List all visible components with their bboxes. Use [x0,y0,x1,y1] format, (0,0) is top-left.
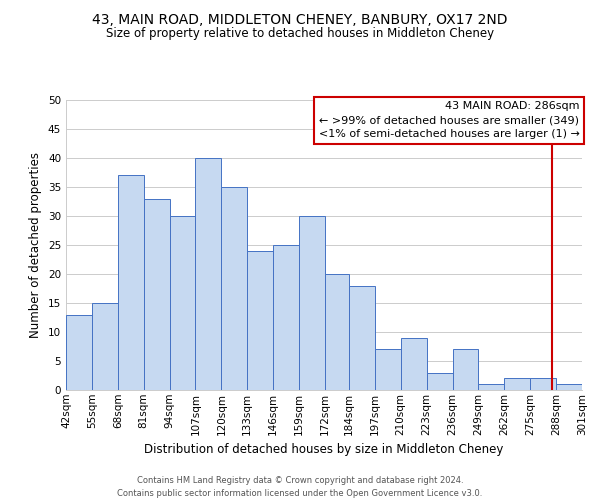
Text: 43, MAIN ROAD, MIDDLETON CHENEY, BANBURY, OX17 2ND: 43, MAIN ROAD, MIDDLETON CHENEY, BANBURY… [92,12,508,26]
Bar [273,245,299,390]
Bar [196,158,221,390]
Bar [349,286,375,390]
Bar [478,384,505,390]
Bar [556,384,582,390]
Bar [221,187,247,390]
Bar [66,314,92,390]
Bar [452,350,478,390]
Bar [299,216,325,390]
Text: Contains HM Land Registry data © Crown copyright and database right 2024.
Contai: Contains HM Land Registry data © Crown c… [118,476,482,498]
Bar [118,176,143,390]
Text: Size of property relative to detached houses in Middleton Cheney: Size of property relative to detached ho… [106,28,494,40]
Bar [505,378,530,390]
Bar [325,274,349,390]
Bar [375,350,401,390]
Bar [401,338,427,390]
Bar [92,303,118,390]
Bar [170,216,196,390]
Bar [427,372,452,390]
X-axis label: Distribution of detached houses by size in Middleton Cheney: Distribution of detached houses by size … [145,443,503,456]
Bar [530,378,556,390]
Bar [247,251,273,390]
Bar [143,198,170,390]
Y-axis label: Number of detached properties: Number of detached properties [29,152,43,338]
Text: 43 MAIN ROAD: 286sqm
← >99% of detached houses are smaller (349)
<1% of semi-det: 43 MAIN ROAD: 286sqm ← >99% of detached … [319,102,580,140]
